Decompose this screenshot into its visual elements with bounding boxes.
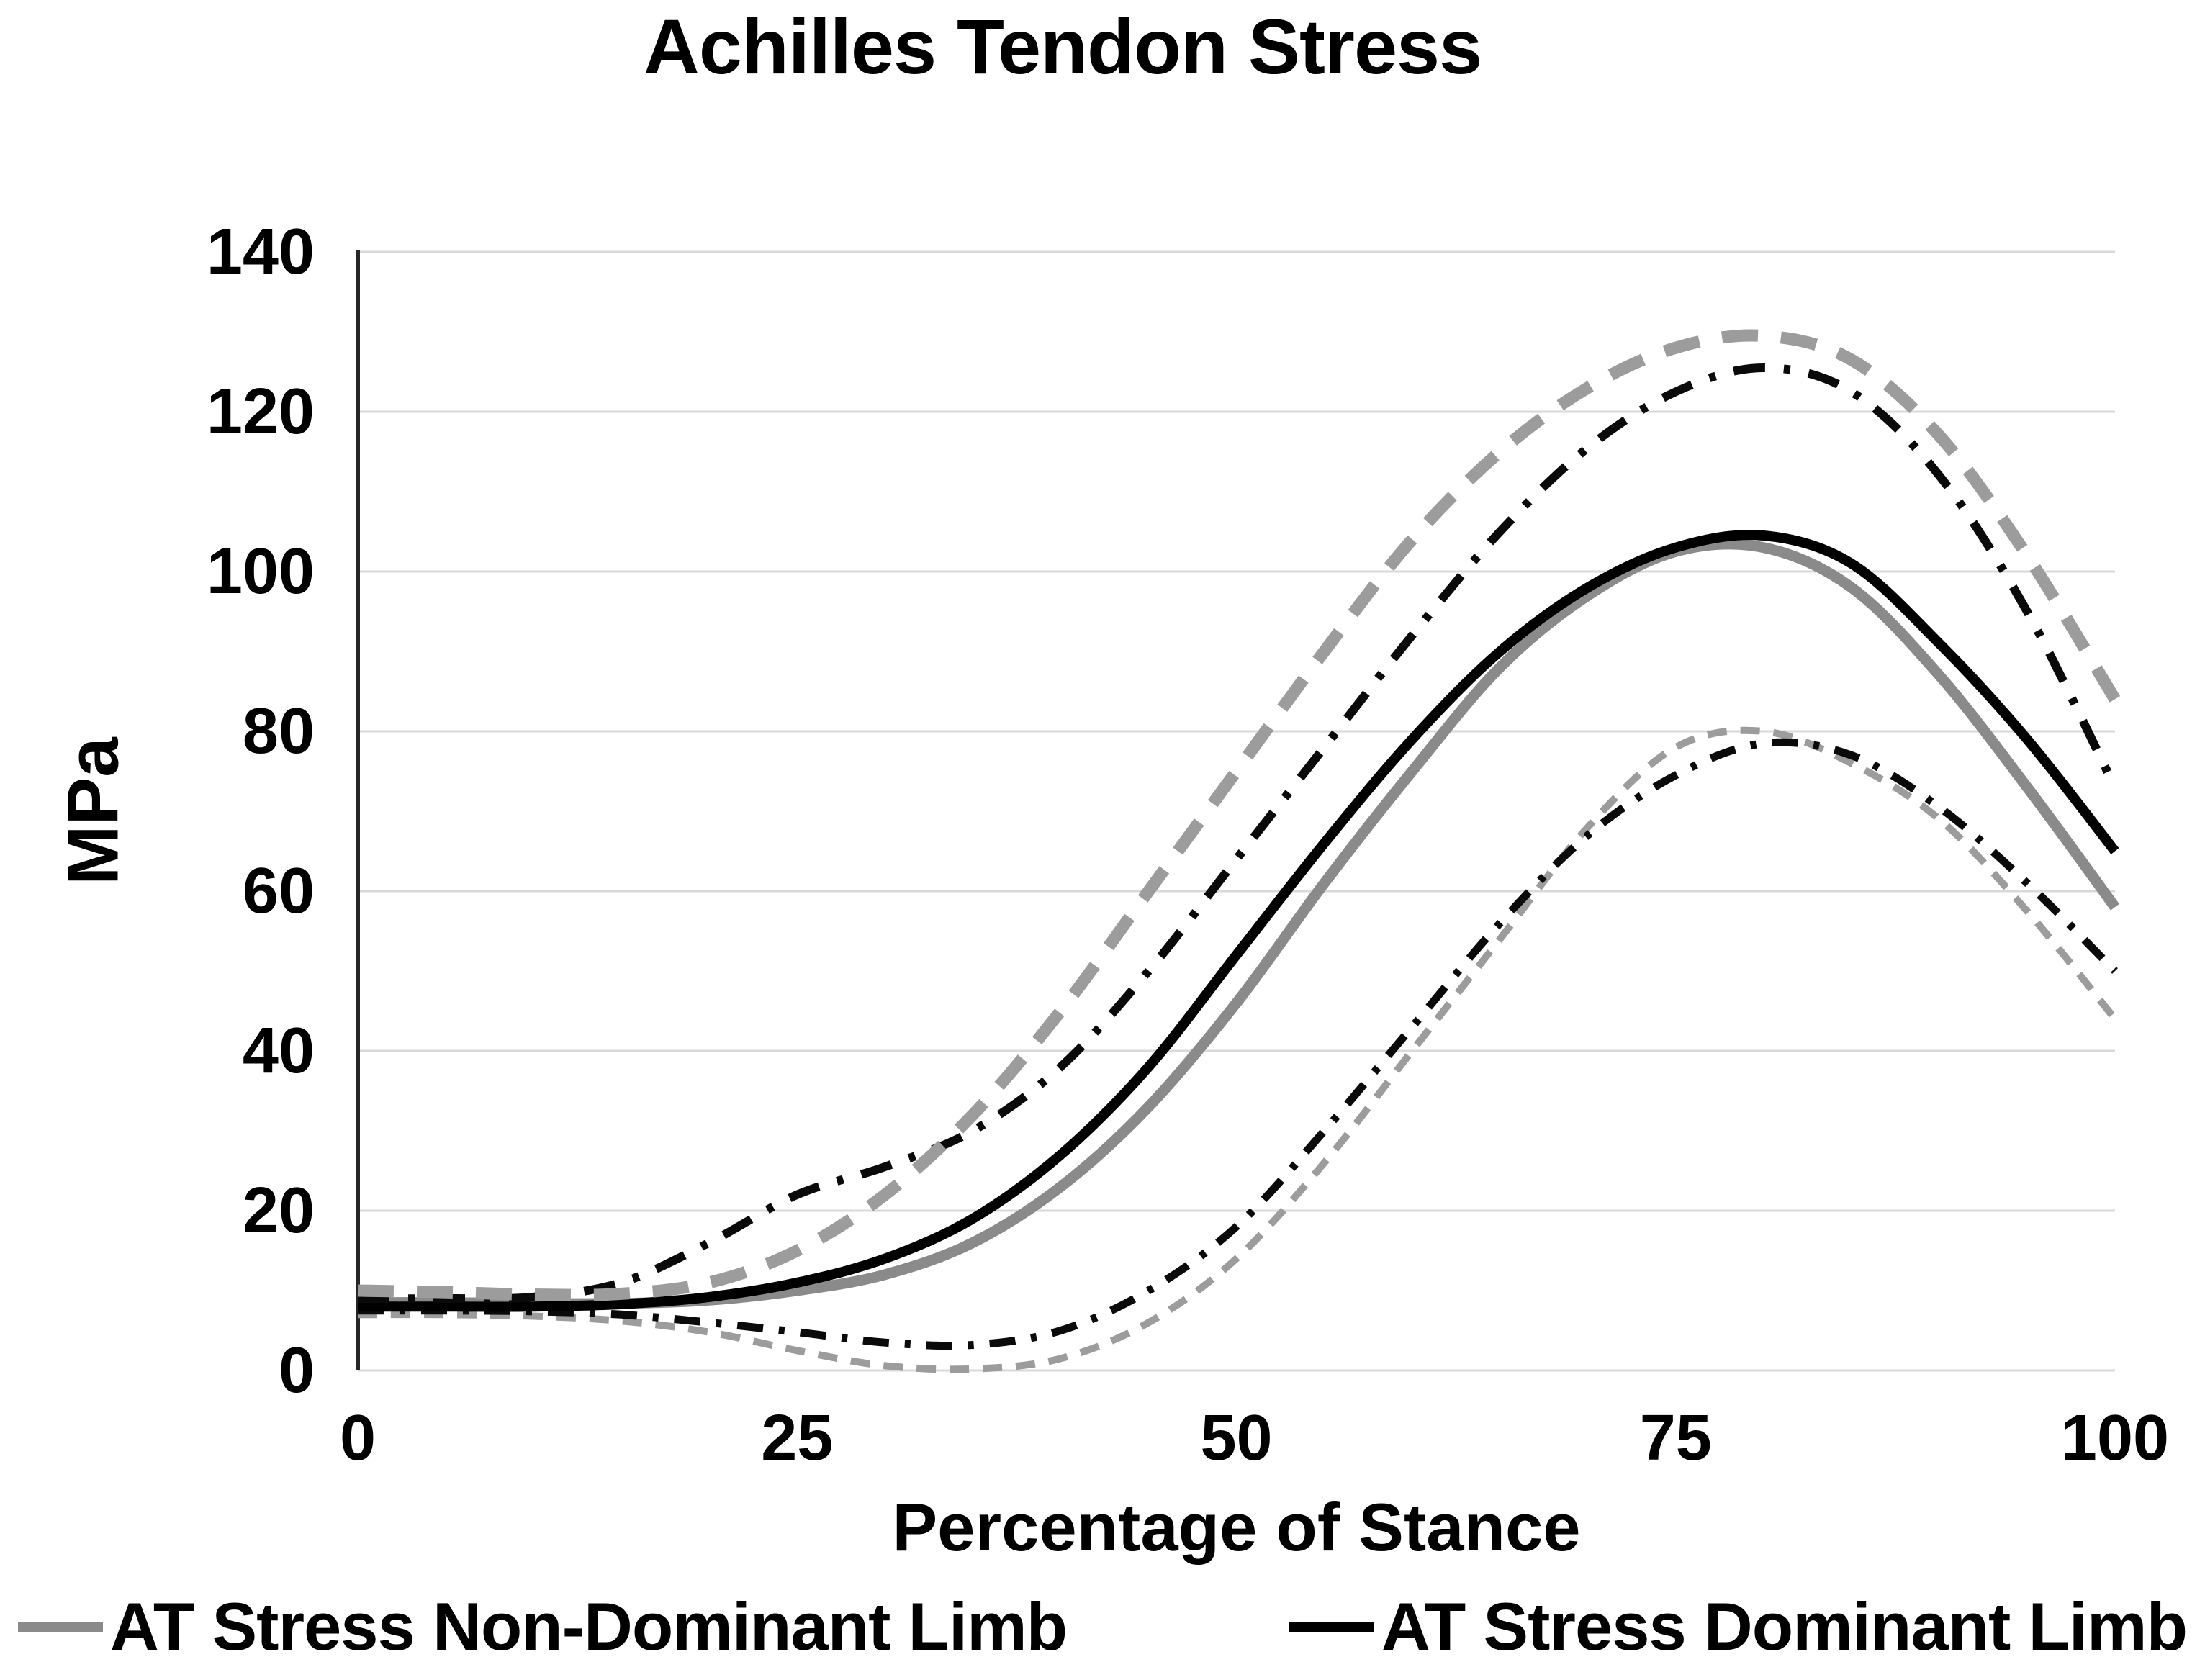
y-tick-label-20: 20: [243, 1175, 315, 1247]
y-tick-label-100: 100: [207, 536, 315, 608]
series-dominant-lower-band: [357, 738, 2118, 1350]
x-tick-label-0: 0: [340, 1402, 376, 1474]
legend-item-dominant: AT Stress Dominant Limb: [1289, 1588, 2188, 1666]
legend-item-non-dominant: AT Stress Non-Dominant Limb: [18, 1588, 1068, 1666]
x-tick-label-100: 100: [2061, 1402, 2169, 1474]
legend-swatch-non-dominant-icon: [18, 1622, 103, 1632]
series-dominant-upper-band: [357, 363, 2119, 1304]
x-axis-title: Percentage of Stance: [892, 1489, 1581, 1565]
chart-title: Achilles Tendon Stress: [643, 3, 1482, 90]
y-tick-label-140: 140: [207, 216, 315, 288]
legend-swatch-dominant-icon: [1289, 1622, 1374, 1632]
legend-label-dominant: AT Stress Dominant Limb: [1381, 1589, 2188, 1664]
x-tick-label-25: 25: [761, 1402, 833, 1474]
series-dominant-mean: [358, 530, 2119, 1312]
legend-label-non-dominant: AT Stress Non-Dominant Limb: [110, 1589, 1068, 1664]
y-tick-label-80: 80: [243, 695, 315, 767]
y-tick-label-40: 40: [243, 1015, 315, 1087]
series-non-dominant-lower-band: [357, 726, 2118, 1373]
x-tick-label-50: 50: [1200, 1402, 1272, 1474]
series-non-dominant-mean: [357, 538, 2120, 1309]
y-tick-label-0: 0: [279, 1334, 315, 1406]
legend: AT Stress Non-Dominant Limb AT Stress Do…: [18, 1581, 2188, 1673]
y-tick-label-120: 120: [207, 376, 315, 448]
series-non-dominant-upper-band: [357, 329, 2121, 1301]
x-tick-label-75: 75: [1640, 1402, 1712, 1474]
y-tick-label-60: 60: [243, 855, 315, 927]
